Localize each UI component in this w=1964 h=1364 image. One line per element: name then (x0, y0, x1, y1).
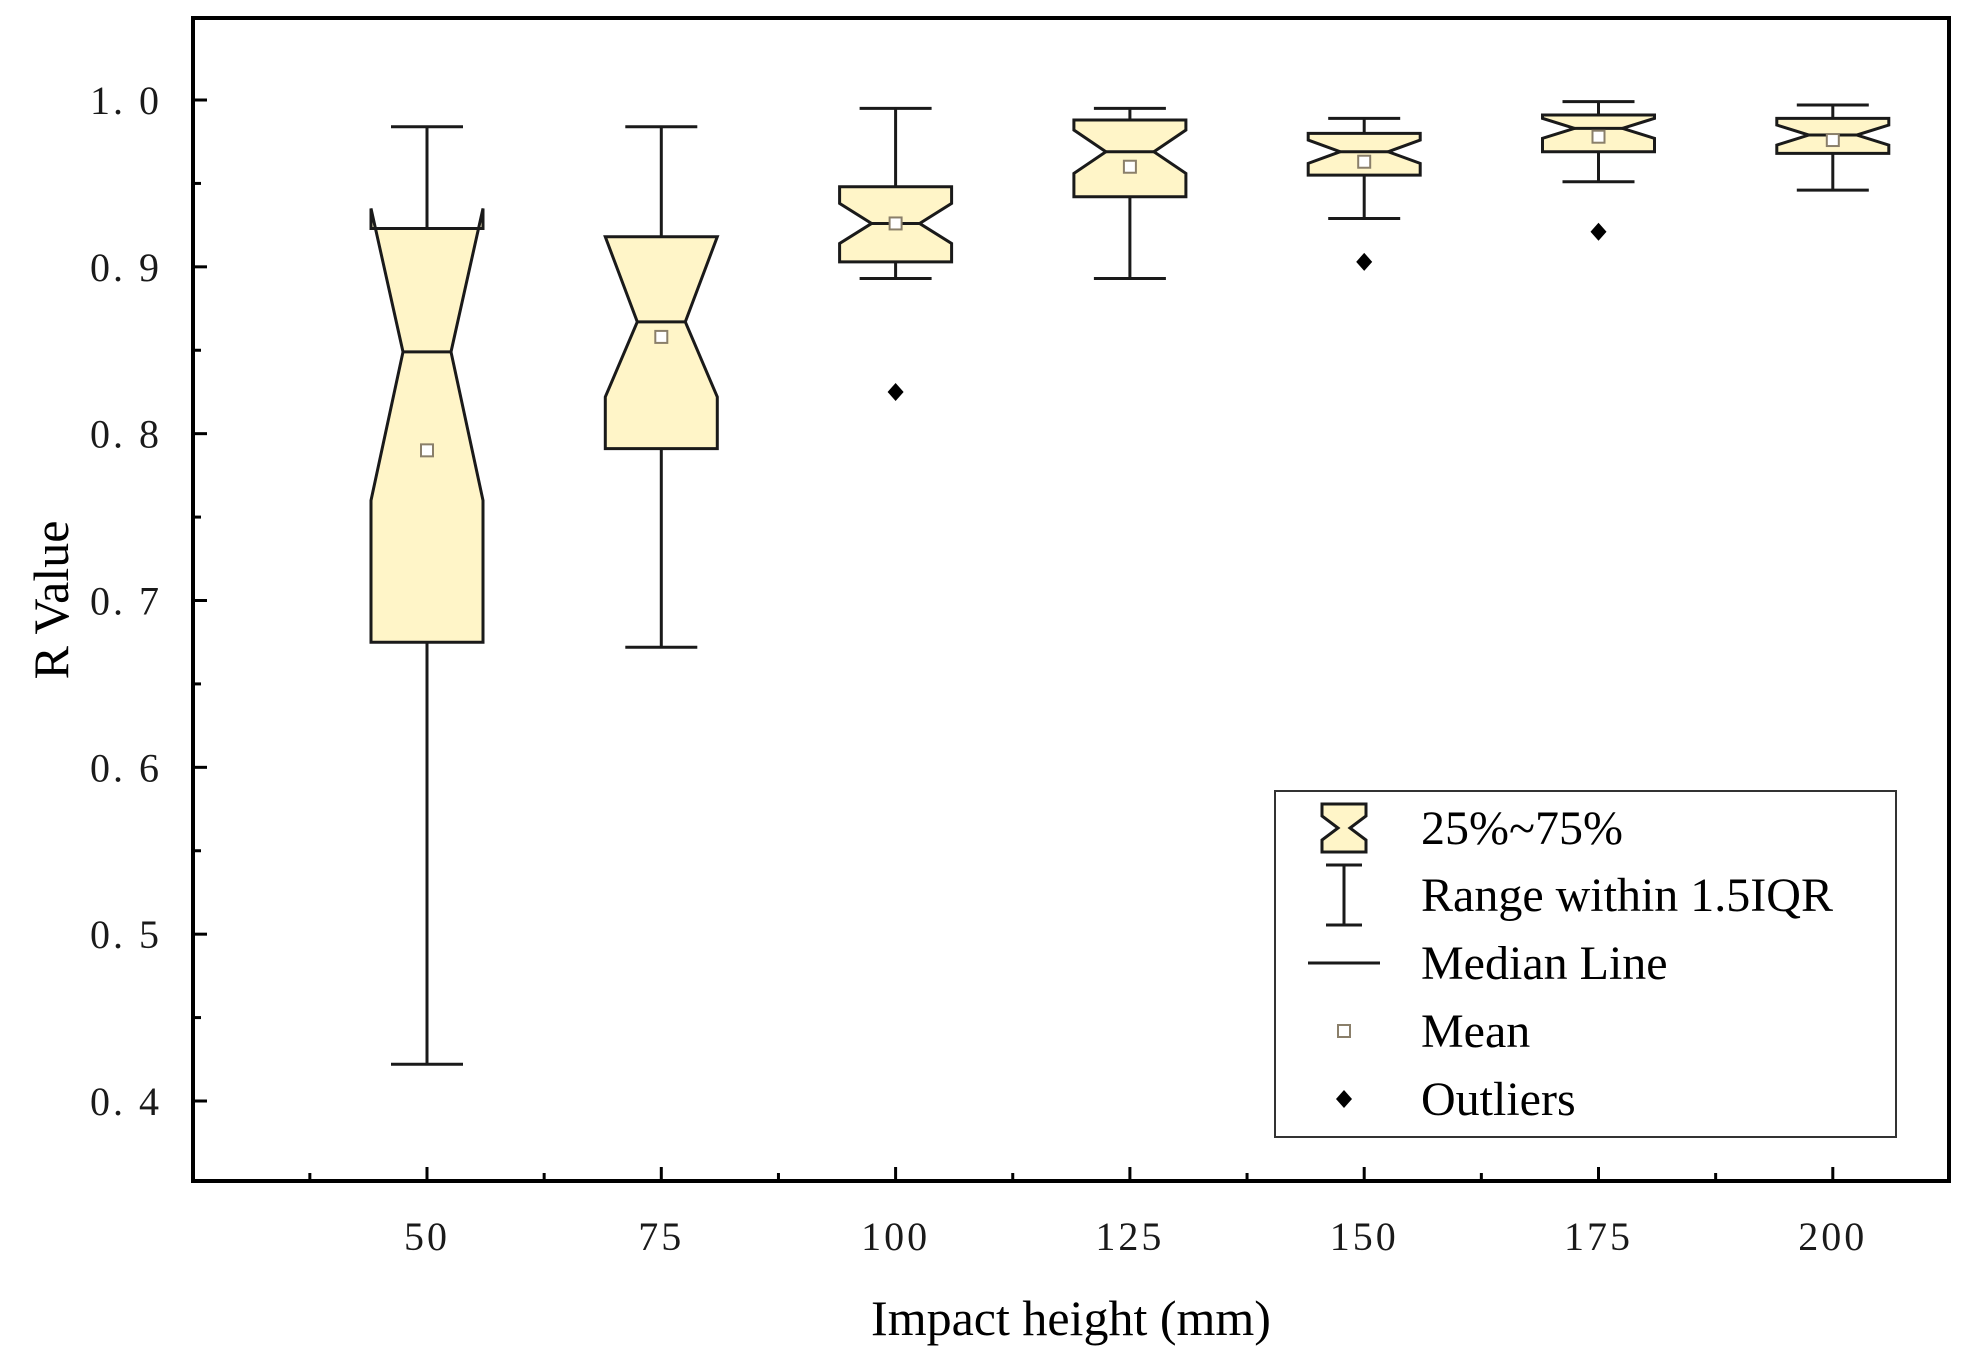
x-tick-label: 125 (1095, 1214, 1164, 1259)
x-axis-title: Impact height (mm) (871, 1290, 1271, 1346)
legend-item-outlier: Outliers (1336, 1073, 1576, 1126)
x-tick-label: 175 (1564, 1214, 1633, 1259)
y-axis-title: R Value (23, 521, 79, 680)
mean-marker (1825, 133, 1840, 148)
legend-label: Outliers (1421, 1073, 1576, 1126)
x-tick-label: 200 (1798, 1214, 1867, 1259)
outlier-point (1356, 252, 1373, 271)
legend-item-line: Median Line (1308, 937, 1668, 990)
legend-mean-icon (1337, 1024, 1351, 1038)
box-150 (1306, 116, 1422, 271)
y-tick-label: 0. 9 (90, 245, 162, 290)
legend-item-box: 25%~75% (1320, 802, 1623, 855)
x-tick-label: 150 (1330, 1214, 1399, 1259)
legend-label: 25%~75% (1421, 802, 1623, 855)
iqr-box (1072, 118, 1188, 199)
y-tick-label: 0. 5 (90, 912, 162, 957)
x-tick-label: 50 (404, 1214, 450, 1259)
iqr-box (1306, 131, 1422, 177)
legend-box-icon (1320, 802, 1368, 854)
y-tick-label: 0. 6 (90, 745, 162, 790)
y-tick-label: 0. 8 (90, 412, 162, 457)
box-200 (1775, 103, 1891, 192)
y-tick-label: 0. 7 (90, 579, 162, 624)
box-75 (603, 125, 720, 649)
legend: 25%~75% Range within 1.5IQR Median Line Mea… (1274, 790, 1897, 1138)
legend-item-whisker: Range within 1.5IQR (1326, 863, 1833, 927)
legend-item-mean: Mean (1337, 1005, 1530, 1058)
mean-marker (1591, 129, 1606, 144)
legend-label: Mean (1421, 1005, 1530, 1058)
iqr-box (369, 208, 485, 644)
box-100 (838, 106, 954, 401)
y-tick-label: 0. 4 (90, 1079, 162, 1124)
box-50 (369, 125, 485, 1066)
box-125 (1072, 106, 1188, 281)
x-tick-label: 100 (861, 1214, 930, 1259)
outlier-point (1590, 222, 1607, 241)
legend-label: Range within 1.5IQR (1421, 869, 1833, 922)
mean-marker (1357, 154, 1372, 169)
legend-outlier-icon (1336, 1090, 1352, 1108)
box-175 (1541, 100, 1656, 241)
mean-marker (420, 443, 434, 458)
legend-label: Median Line (1421, 937, 1668, 990)
y-tick-label: 1. 0 (90, 78, 162, 123)
x-tick-label: 75 (638, 1214, 684, 1259)
mean-marker (1122, 159, 1137, 174)
mean-marker (888, 216, 903, 231)
outlier-point (887, 382, 904, 401)
mean-marker (654, 329, 669, 344)
